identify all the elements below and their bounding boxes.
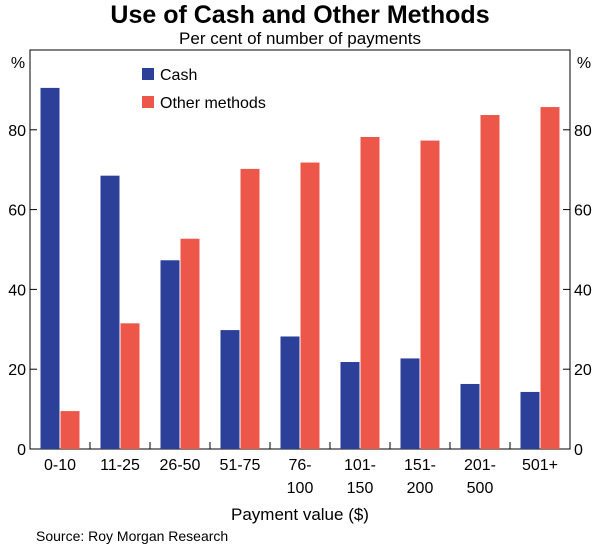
bar-other-5 [360,136,380,449]
x-tick-label: 26-50 [160,457,201,474]
y-tick-label-right: 20 [574,362,592,379]
y-tick-label-left: 0 [17,442,26,459]
bar-cash-5 [340,362,360,449]
bar-other-2 [180,238,200,449]
bar-other-8 [540,107,560,449]
y-tick-label-right: 40 [574,282,592,299]
y-tick-label-left: 40 [8,282,26,299]
x-tick-label: 201-500 [464,457,496,497]
x-tick-label: 76-100 [287,457,314,497]
bar-cash-6 [400,358,420,449]
y-tick-label-left: 20 [8,362,26,379]
y-axis-unit-left: % [11,55,25,72]
bar-other-7 [480,115,500,450]
y-tick-label-right: 60 [574,203,592,220]
bar-cash-4 [280,336,300,449]
bar-other-6 [420,140,440,449]
source-note: Source: Roy Morgan Research [36,528,229,544]
legend-swatch-cash [142,68,154,80]
x-tick-label: 0-10 [44,457,76,474]
y-tick-label-right: 0 [574,442,583,459]
x-tick-label: 51-75 [220,457,261,474]
legend-label-cash: Cash [160,67,197,84]
y-tick-label-left: 60 [8,203,26,220]
chart-title: Use of Cash and Other Methods [110,1,490,29]
chart-subtitle: Per cent of number of payments [179,29,421,48]
y-tick-label-right: 80 [574,123,592,140]
y-tick-label-left: 80 [8,123,26,140]
x-tick-label: 501+ [522,457,558,474]
bar-cash-0 [40,87,60,449]
x-tick-label: 151-200 [404,457,436,497]
x-tick-label: 101-150 [344,457,376,497]
bar-other-0 [60,411,80,449]
legend-swatch-other [142,96,154,108]
bar-cash-8 [520,391,540,449]
x-axis-label: Payment value ($) [231,505,369,524]
bar-other-3 [240,168,260,450]
plot-frame [29,49,571,450]
y-axis-unit-right: % [577,55,591,72]
x-tick-label: 11-25 [100,457,140,474]
bar-cash-1 [100,175,120,449]
bar-other-1 [120,323,140,449]
bar-cash-2 [160,260,180,449]
legend-label-other: Other methods [160,95,266,112]
bar-cash-7 [460,383,480,449]
bar-other-4 [300,162,320,449]
bar-cash-3 [220,330,240,449]
